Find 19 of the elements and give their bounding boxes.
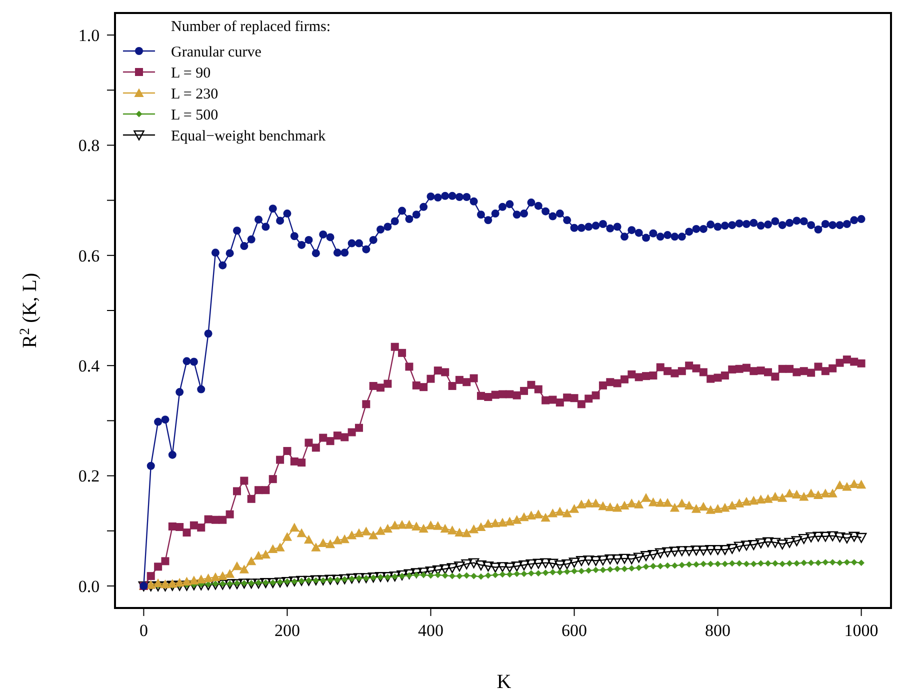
y-tick-label: 0.0 [78,576,100,596]
legend-label: Granular curve [171,44,262,60]
legend-label: L = 500 [171,107,218,124]
x-tick-label: 1000 [844,621,878,640]
legend-label: Equal−weight benchmark [171,128,326,144]
y-tick-label: 0.6 [78,246,100,266]
x-tick-label: 800 [705,621,731,640]
x-axis-title: K [496,671,512,692]
x-tick-label: 0 [139,621,148,640]
legend-label: L = 230 [171,86,218,102]
y-tick-label: 1.0 [78,26,100,45]
y-tick-label: 0.2 [78,466,100,486]
y-tick-label: 0.8 [78,136,100,156]
legend-label: L = 90 [171,65,211,82]
x-tick-label: 600 [562,621,588,640]
y-tick-label: 0.4 [78,356,100,376]
x-tick-label: 400 [418,621,444,640]
x-tick-label: 200 [274,621,300,640]
legend-title: Number of replaced firms: [171,19,331,35]
